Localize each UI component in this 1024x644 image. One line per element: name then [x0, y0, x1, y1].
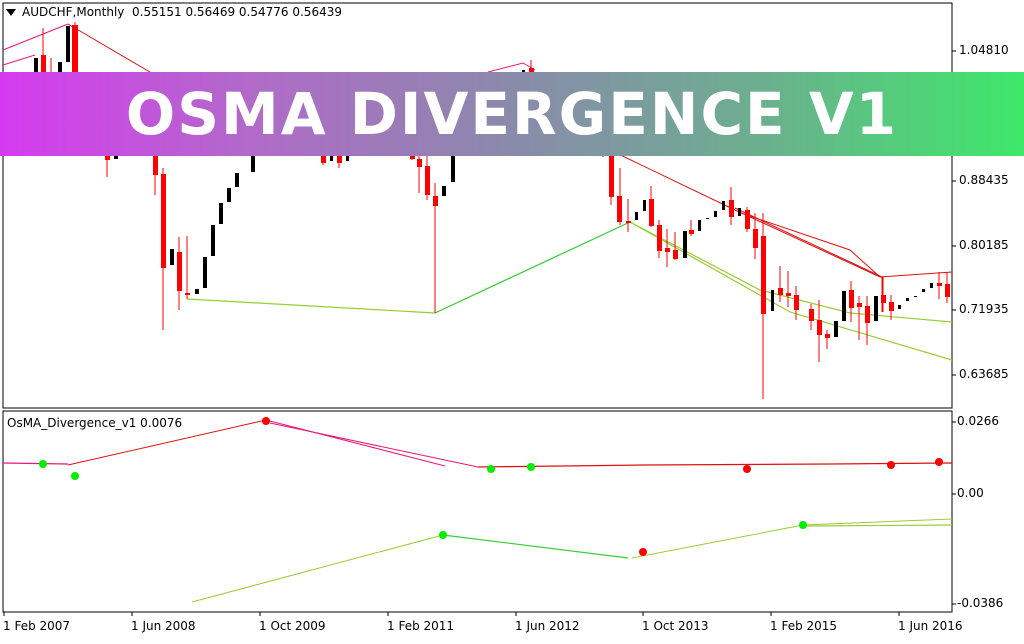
indicator-tick: -0.0386	[957, 596, 1004, 610]
time-tick: 1 Feb 2007	[3, 619, 71, 633]
time-tick: 1 Oct 2009	[259, 619, 326, 633]
symbol-header: AUDCHF,Monthly 0.55151 0.56469 0.54776 0…	[6, 5, 342, 19]
time-tick: 1 Feb 2011	[387, 619, 455, 633]
price-tick: 1.04810	[959, 43, 1009, 57]
price-axis-ticks	[952, 50, 956, 605]
candlesticks	[34, 22, 950, 399]
time-tick: 1 Oct 2013	[642, 619, 709, 633]
time-tick: 1 Jun 2016	[898, 619, 963, 633]
collapse-triangle-icon[interactable]	[6, 9, 16, 16]
time-axis-ticks	[3, 612, 900, 616]
time-tick: 1 Feb 2015	[770, 619, 838, 633]
price-tick: 0.80185	[959, 238, 1009, 252]
price-tick: 0.63685	[959, 367, 1009, 381]
symbol-label: AUDCHF,Monthly	[22, 5, 125, 19]
indicator-pane[interactable]	[2, 410, 953, 613]
osma-signal-dots	[39, 417, 943, 556]
indicator-tick: 0.0266	[957, 414, 999, 428]
price-tick: 0.88435	[959, 173, 1009, 187]
time-tick: 1 Jun 2012	[515, 619, 580, 633]
indicator-tick: 0.00	[957, 486, 984, 500]
banner-title: OSMA DIVERGENCE V1	[125, 80, 899, 148]
main-price-pane[interactable]	[2, 2, 953, 409]
ohlc-values: 0.55151 0.56469 0.54776 0.56439	[132, 5, 342, 19]
indicator-title: OsMA_Divergence_v1 0.0076	[7, 416, 183, 430]
time-tick: 1 Jun 2008	[131, 619, 196, 633]
price-tick: 0.71935	[959, 302, 1009, 316]
title-banner: OSMA DIVERGENCE V1	[0, 72, 1024, 156]
